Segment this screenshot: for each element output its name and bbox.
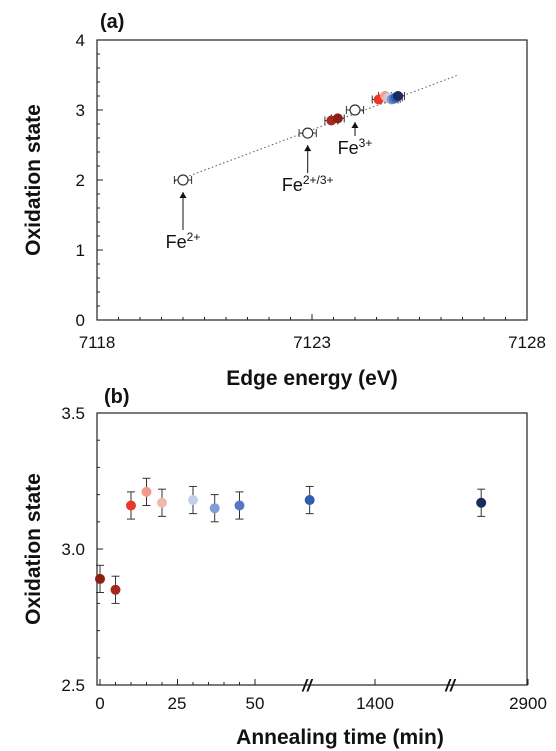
annotation-arrowhead	[304, 145, 312, 152]
reference-point	[349, 104, 361, 116]
reference-label: Fe3+	[338, 136, 373, 158]
data-point	[209, 503, 220, 514]
x-tick-label-b: 50	[246, 694, 265, 713]
panel-a-label: (a)	[100, 11, 124, 33]
data-point	[110, 584, 121, 595]
y-tick-label-a: 0	[76, 311, 85, 330]
annotation-arrowhead	[179, 192, 187, 198]
panel-b-xlabel: Annealing time (min)	[236, 726, 444, 749]
panel-a-ylabel: Oxidation state	[22, 104, 45, 256]
x-tick-label-a: 7128	[508, 333, 546, 352]
x-tick-label-a: 7123	[293, 333, 331, 352]
x-tick-label-b: 2900	[509, 694, 547, 713]
panel-b: (b) // // 2.5 3.0 3.5 0 25 50 1400 2900 Anneali…	[22, 386, 547, 749]
axis-break: //	[444, 676, 457, 695]
reference-point	[302, 127, 314, 139]
data-point	[304, 495, 315, 506]
annotation-arrowhead	[351, 122, 359, 128]
data-point	[157, 497, 167, 508]
y-tick-label-b: 3.5	[61, 404, 85, 423]
data-point	[234, 500, 245, 511]
panel-b-ylabel: Oxidation state	[22, 473, 45, 625]
axis-break: //	[301, 676, 314, 695]
y-tick-label-a: 3	[76, 101, 85, 120]
y-tick-label-a: 4	[76, 31, 85, 50]
y-tick-label-a: 2	[76, 171, 85, 190]
panel-a-xlabel: Edge energy (eV)	[226, 367, 398, 390]
data-point	[95, 573, 105, 584]
y-tick-label-b: 3.0	[61, 540, 85, 559]
panel-a: (a) Fe2+ Fe2+/3+Fe3+ 0 1 2 3 4 7118 7123 7128 E…	[22, 11, 546, 390]
data-point	[188, 495, 198, 506]
panel-b-label: (b)	[104, 386, 130, 408]
y-tick-label-b: 2.5	[61, 676, 85, 695]
fit-line	[174, 74, 459, 182]
sample-point	[332, 113, 343, 124]
data-point	[126, 500, 136, 511]
reference-point	[177, 174, 189, 186]
reference-label: Fe2+/3+	[282, 173, 334, 195]
reference-label: Fe2+	[166, 230, 201, 252]
x-tick-label-b: 0	[95, 694, 104, 713]
data-point	[476, 497, 487, 508]
x-tick-label-a: 7118	[79, 333, 116, 352]
data-point	[141, 486, 152, 497]
y-tick-label-a: 1	[76, 241, 85, 260]
x-tick-label-b: 1400	[356, 694, 394, 713]
panel-b-plot-area	[96, 412, 528, 686]
x-tick-label-b: 25	[168, 694, 187, 713]
sample-point	[393, 91, 403, 101]
